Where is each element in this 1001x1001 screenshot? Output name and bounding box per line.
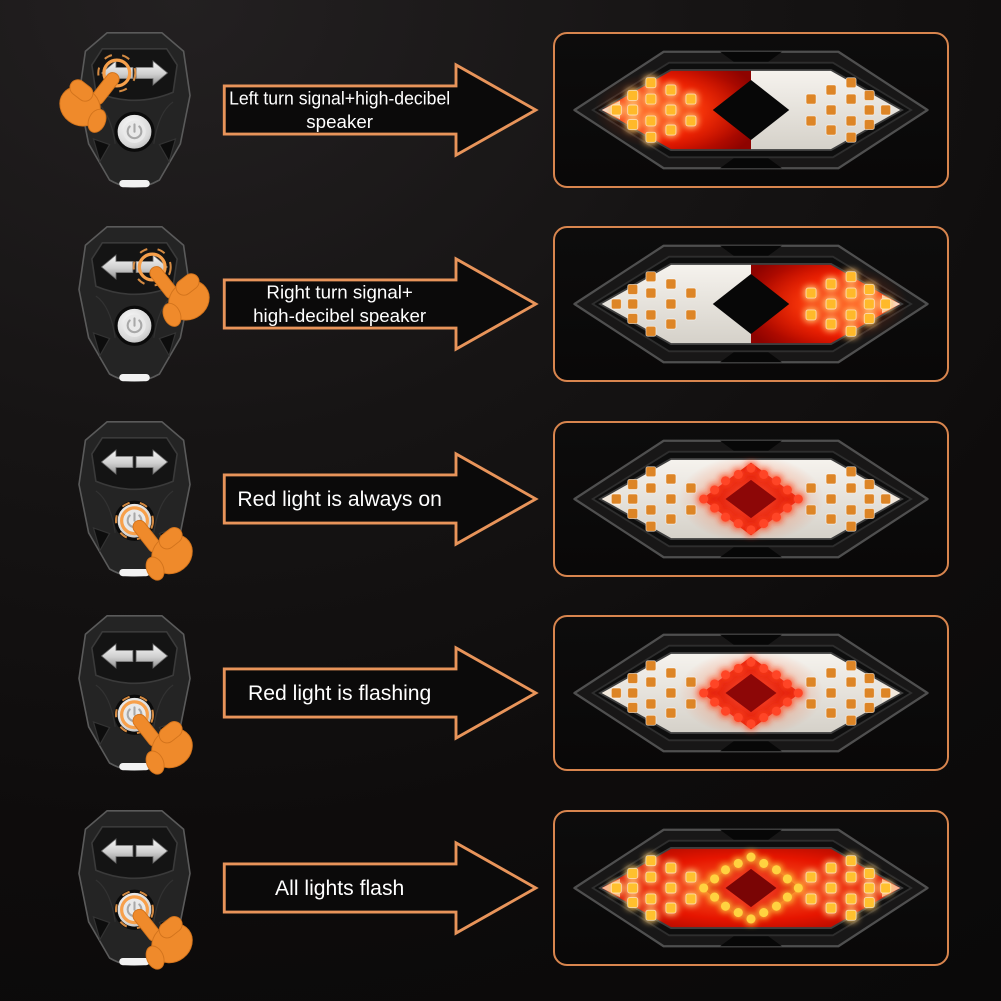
mode-row-red-flash: Red light is flashing <box>0 596 1001 790</box>
mode-label-arrow: Red light is always on <box>222 437 540 562</box>
label-arrow-shape <box>222 256 539 352</box>
tail-light-panel <box>553 32 949 188</box>
mode-label-line1: Red light is flashing <box>248 682 431 705</box>
tail-light-panel <box>553 615 949 771</box>
label-arrow-shape <box>222 840 539 936</box>
mode-row-red-steady: Red light is always on <box>0 402 1001 596</box>
remote-control <box>62 605 207 784</box>
tail-light-center-red <box>574 635 927 751</box>
tail-light-panel <box>553 421 949 577</box>
remote-control <box>62 216 218 393</box>
label-arrow-shape <box>222 62 539 158</box>
mode-label-line1: Left turn signal+high-decibel <box>229 88 450 109</box>
mode-label-arrow: All lights flash <box>222 826 540 951</box>
mode-row-right-turn: Right turn signal+ high-decibel speaker <box>0 207 1001 401</box>
mode-label-line1: Right turn signal+ <box>266 282 412 303</box>
remote-control <box>62 411 207 590</box>
tail-light-center-red <box>574 441 927 557</box>
mode-label-arrow: Left turn signal+high-decibel speaker <box>222 48 540 173</box>
label-arrow-shape <box>222 451 539 547</box>
mode-label-line2: speaker <box>306 111 373 132</box>
tail-light-panel <box>553 810 949 966</box>
mode-row-all-flash: All lights flash <box>0 791 1001 985</box>
remote-control <box>62 800 207 979</box>
remote-control <box>51 22 207 199</box>
label-arrow-shape <box>222 645 539 741</box>
mode-row-left-turn: Left turn signal+high-decibel speaker <box>0 13 1001 207</box>
tail-light-panel <box>553 226 949 382</box>
tail-light-all-on <box>574 830 927 946</box>
mode-label-arrow: Red light is flashing <box>222 631 540 756</box>
mode-label-arrow: Right turn signal+ high-decibel speaker <box>222 242 540 367</box>
mode-label-line1: All lights flash <box>275 877 404 900</box>
tail-light-right-turn <box>574 246 927 362</box>
mode-label-line2: high-decibel speaker <box>253 305 426 326</box>
tail-light-left-turn <box>574 52 927 168</box>
mode-label-line1: Red light is always on <box>237 488 441 511</box>
